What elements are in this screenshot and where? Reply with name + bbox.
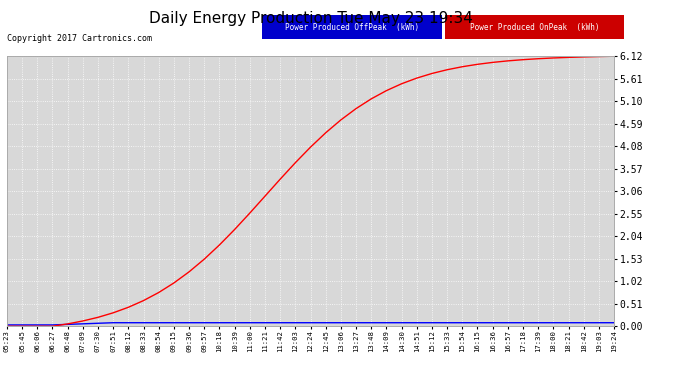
Text: Power Produced OffPeak  (kWh): Power Produced OffPeak (kWh) xyxy=(285,22,419,32)
Text: Daily Energy Production Tue May 23 19:34: Daily Energy Production Tue May 23 19:34 xyxy=(148,11,473,26)
Text: Copyright 2017 Cartronics.com: Copyright 2017 Cartronics.com xyxy=(7,34,152,43)
Text: Power Produced OnPeak  (kWh): Power Produced OnPeak (kWh) xyxy=(470,22,600,32)
